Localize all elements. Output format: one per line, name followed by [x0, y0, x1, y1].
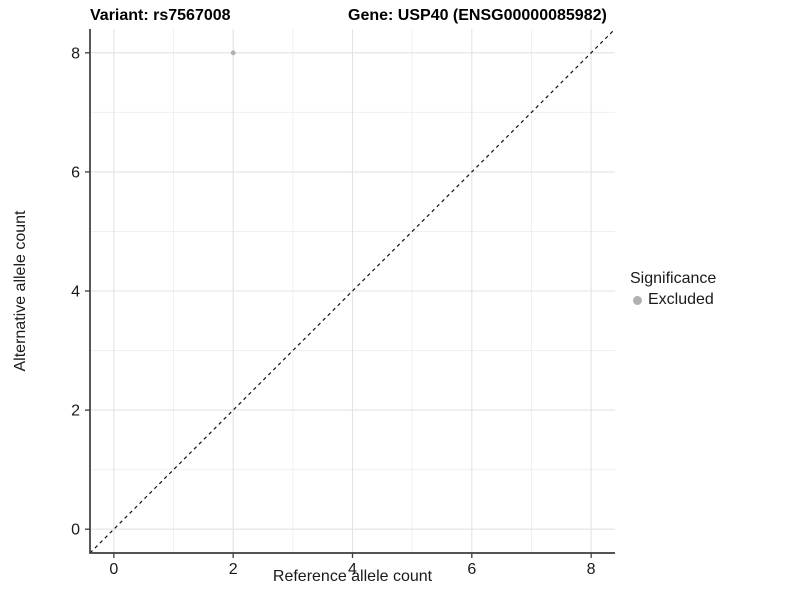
y-tick-label: 4 [71, 284, 80, 301]
legend-item-excluded: Excluded [633, 291, 716, 309]
gene-title: Gene: USP40 (ENSG00000085982) [348, 7, 607, 24]
x-axis-title: Reference allele count [272, 568, 433, 585]
y-tick-label: 0 [71, 522, 80, 539]
y-tick-label: 2 [71, 403, 80, 420]
legend-item-label: Excluded [648, 291, 714, 308]
x-tick-label: 0 [109, 561, 118, 578]
y-tick-label: 6 [71, 164, 80, 181]
excluded-point-icon [633, 295, 642, 305]
y-axis-title: Alternative allele count [12, 210, 29, 372]
legend: Significance Excluded [630, 270, 716, 309]
axis-lines [89, 29, 615, 554]
variant-title: Variant: rs7567008 [90, 7, 231, 24]
legend-title: Significance [630, 270, 717, 287]
x-tick-label: 2 [229, 561, 238, 578]
x-tick-label: 4 [348, 561, 357, 578]
x-tick-label: 6 [467, 561, 476, 578]
y-tick-label: 8 [71, 45, 80, 62]
x-tick-label: 8 [587, 561, 596, 578]
identity-line [89, 28, 616, 554]
data-point [230, 50, 236, 56]
